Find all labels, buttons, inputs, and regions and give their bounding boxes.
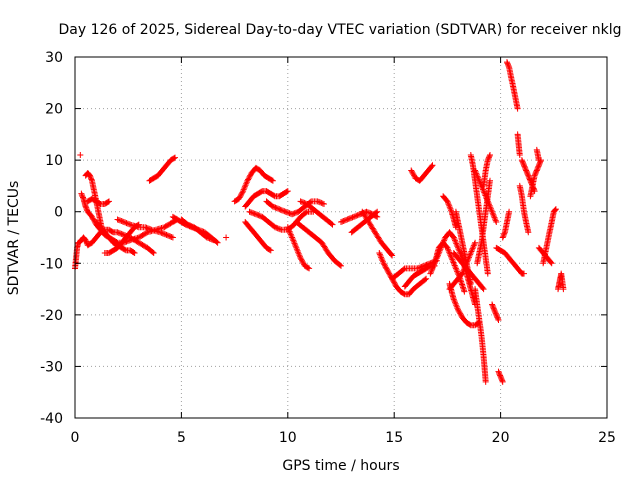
- series-t53: [540, 206, 559, 267]
- series-t32: [440, 193, 459, 231]
- y-tick-label: 10: [45, 153, 63, 169]
- series-t36: [452, 208, 474, 287]
- series-t10: [114, 216, 176, 241]
- plot-frame: [74, 56, 608, 419]
- series-t17: [242, 219, 274, 254]
- scatter-points: [503, 59, 521, 112]
- scatter-points: [527, 157, 544, 200]
- scatter-points: [533, 146, 542, 164]
- series-t06: [84, 195, 112, 207]
- scatter-points: [242, 219, 274, 254]
- x-tick-label: 5: [177, 430, 186, 446]
- x-tick-label: 20: [492, 430, 510, 446]
- chart-title: Day 126 of 2025, Sidereal Day-to-day VTE…: [59, 22, 622, 38]
- scatter-points: [76, 229, 104, 249]
- scatter-points: [178, 216, 217, 244]
- y-tick-label: -30: [40, 359, 63, 375]
- series-t42: [489, 301, 502, 323]
- grid: [75, 57, 607, 418]
- y-tick-label: 30: [45, 50, 63, 66]
- scatter-points: [495, 368, 506, 385]
- scatter-points: [408, 162, 436, 184]
- series-t41: [480, 152, 493, 189]
- scatter-points: [242, 188, 291, 210]
- series-t48: [516, 182, 532, 236]
- scatter-points: [359, 208, 396, 259]
- tick-labels: 0 5 10 15 20 25 -40 -30 -20 -10 0 10 20 30: [40, 50, 616, 446]
- series-t11: [146, 154, 178, 184]
- y-tick-label: 20: [45, 102, 63, 118]
- series-t43: [495, 368, 506, 385]
- scatter-points: [493, 244, 527, 277]
- scatter-points: [499, 208, 513, 241]
- series-t19: [263, 198, 327, 218]
- scatter-points: [472, 286, 489, 385]
- series-t21: [293, 219, 344, 269]
- x-tick-label: 10: [279, 430, 297, 446]
- scatter-points: [516, 182, 532, 236]
- series-t39: [472, 286, 489, 385]
- scatter-points: [84, 195, 112, 207]
- series-t16: [242, 188, 291, 210]
- series-t03: [77, 151, 84, 158]
- y-tick-label: -20: [40, 308, 63, 324]
- y-axis-label: SDTVAR / TECUs: [6, 181, 22, 296]
- y-tick-label: 0: [54, 205, 63, 221]
- scatter-points: [297, 198, 336, 228]
- axes: [74, 56, 608, 419]
- scatter-points: [440, 193, 459, 231]
- series-t22: [297, 198, 336, 228]
- scatter-points: [77, 151, 84, 158]
- scatter-points: [263, 198, 327, 218]
- series-t15: [231, 164, 276, 205]
- y-tick-label: -40: [40, 411, 63, 427]
- scatter-points: [452, 208, 474, 287]
- series-t51: [533, 146, 542, 164]
- series-t14: [223, 234, 230, 241]
- series-t46: [503, 59, 521, 112]
- x-tick-label: 15: [385, 430, 403, 446]
- scatter-points: [474, 177, 493, 267]
- scatter-points: [489, 301, 502, 323]
- scatter-points: [555, 270, 567, 293]
- series-t40: [474, 177, 493, 267]
- x-tick-label: 25: [598, 430, 616, 446]
- series-t45: [499, 208, 513, 241]
- series-t54: [555, 270, 567, 293]
- scatter-points: [223, 234, 230, 241]
- series-t20: [284, 224, 313, 272]
- scatter-points: [284, 224, 313, 272]
- y-tick-label: -10: [40, 256, 63, 272]
- x-axis-label: GPS time / hours: [282, 458, 399, 474]
- series-t29: [408, 162, 436, 184]
- series-t47: [514, 131, 523, 158]
- series-t13: [178, 216, 217, 244]
- series-t50: [527, 157, 544, 200]
- data-layer: [72, 59, 567, 385]
- series-t25: [359, 208, 396, 259]
- scatter-points: [514, 131, 523, 158]
- scatter-points: [114, 216, 176, 241]
- series-t02: [76, 229, 104, 249]
- scatter-points: [146, 154, 178, 184]
- scatter-points: [540, 206, 559, 267]
- scatter-points: [231, 164, 276, 205]
- scatter-points: [480, 152, 493, 189]
- x-tick-label: 0: [71, 430, 80, 446]
- scatter-points: [293, 219, 344, 269]
- series-t44: [493, 244, 527, 277]
